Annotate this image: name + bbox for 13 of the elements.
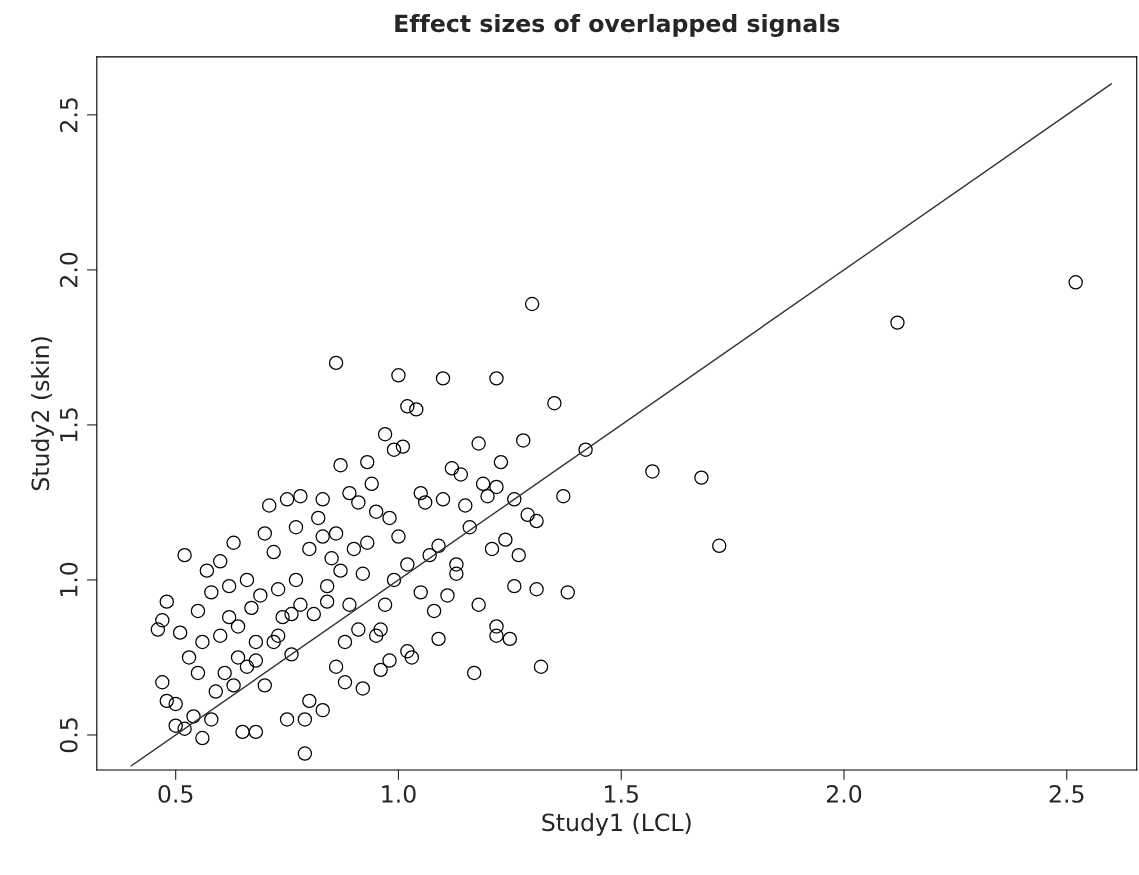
x-tick-label: 2.5 bbox=[1049, 785, 1084, 803]
y-tick-label: 1.0 bbox=[59, 562, 78, 597]
y-tick-label: 2.0 bbox=[59, 252, 78, 287]
x-tick-label: 2.0 bbox=[826, 785, 862, 803]
chart-title: Effect sizes of overlapped signals bbox=[395, 13, 840, 37]
y-tick-label: 0.5 bbox=[59, 718, 78, 753]
y-tick-label: 2.5 bbox=[59, 98, 78, 132]
x-tick-label: 0.5 bbox=[158, 785, 193, 803]
y-tick-label: 1.5 bbox=[60, 408, 78, 442]
x-axis-title: Study1 (LCL) bbox=[542, 812, 691, 836]
x-tick-label: 1.0 bbox=[382, 785, 416, 803]
y-axis-title: Study2 (skin) bbox=[30, 337, 54, 491]
x-tick-label: 1.5 bbox=[605, 785, 638, 803]
